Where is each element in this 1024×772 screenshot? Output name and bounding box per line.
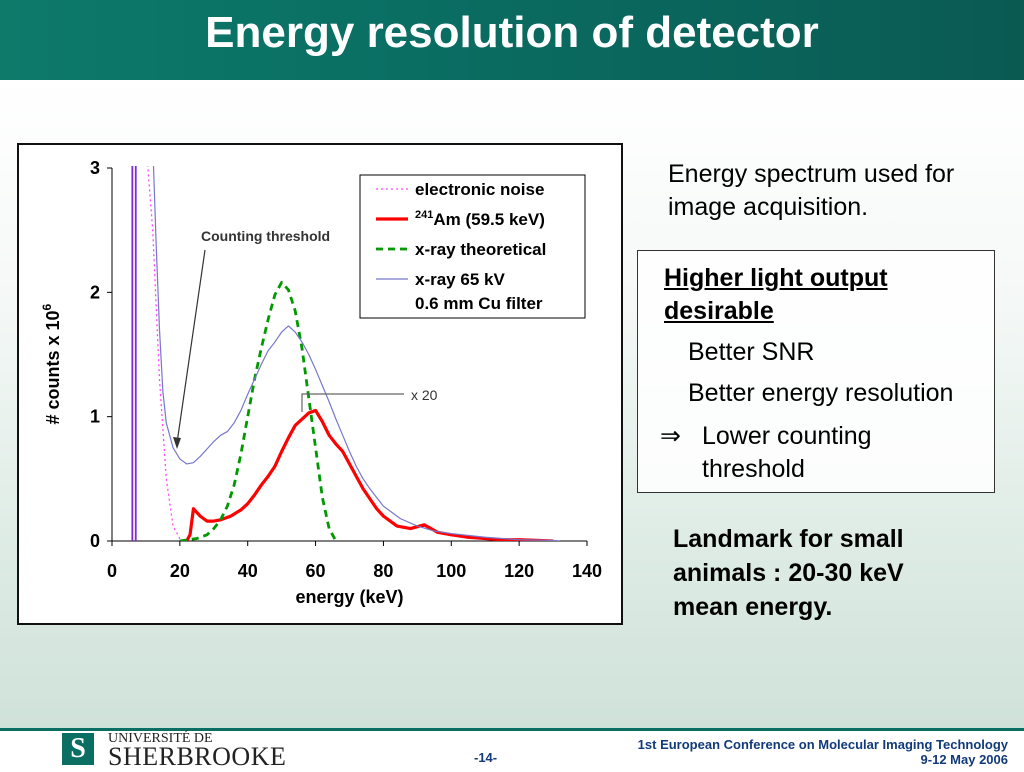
- slide-title: Energy resolution of detector: [205, 8, 819, 57]
- conference-date: 9-12 May 2006: [920, 752, 1008, 767]
- series-line-4: [131, 166, 137, 541]
- x-axis-label: energy (keV): [295, 587, 403, 607]
- chart-caption: Energy spectrum used for image acquisiti…: [668, 160, 955, 221]
- y-tick-label: 0: [90, 531, 100, 551]
- x-tick-label: 0: [107, 561, 117, 581]
- item-better-energy-resolution: Better energy resolution: [688, 379, 954, 407]
- x-tick-label: 140: [572, 561, 602, 581]
- page-number: -14-: [474, 750, 498, 765]
- implies-arrow-icon: ⇒: [660, 422, 681, 450]
- logo-text-bottom: SHERBROOKE: [108, 742, 287, 771]
- annotation-arrow-line: [176, 249, 206, 444]
- box-heading: Higher light output desirable: [664, 264, 888, 325]
- legend-label: electronic noise: [415, 180, 544, 199]
- chart-canvas: 0 20 40 60 80 100 120 140 0 1 2 3 energy (keV) # coun…: [40, 158, 602, 607]
- item-threshold: threshold: [702, 455, 805, 483]
- y-tick-label: 3: [90, 158, 100, 178]
- y-tick-label: 2: [90, 282, 100, 302]
- legend-label-line2: 0.6 mm Cu filter: [415, 294, 543, 313]
- landmark-note: Landmark for small animals : 20-30 keV m…: [673, 525, 904, 621]
- item-lower-counting: Lower counting: [702, 422, 872, 450]
- y-axis-label: # counts x 106: [40, 303, 63, 424]
- series-line-2: [179, 280, 338, 541]
- series-line-1: [185, 408, 554, 541]
- legend-label: 241Am (59.5 keV): [415, 209, 545, 229]
- x-tick-label: 20: [170, 561, 190, 581]
- x-tick-label: 100: [436, 561, 466, 581]
- item-better-snr: Better SNR: [688, 338, 815, 366]
- legend-label-text: Am (59.5 keV): [433, 210, 545, 229]
- spectrum-chart: 0 20 40 60 80 100 120 140 0 1 2 3 energy (keV) # coun…: [17, 143, 623, 625]
- series-line-3: [152, 166, 560, 541]
- conference-name: 1st European Conference on Molecular Ima…: [637, 737, 1008, 752]
- legend-label-isotope: 241: [415, 209, 433, 221]
- logo-letter: S: [70, 733, 86, 764]
- legend-label: x-ray 65 kV: [415, 270, 505, 289]
- annotation-x20-line: [301, 393, 404, 412]
- university-logo-icon: [62, 733, 94, 765]
- series-line-0: [147, 166, 187, 541]
- title-bar: Energy resolution of detector: [0, 0, 1024, 80]
- y-axis-label-exponent: 6: [40, 303, 54, 310]
- x-tick-label: 60: [306, 561, 326, 581]
- annotation-x20: x 20: [411, 387, 438, 403]
- annotation-arrowhead: [173, 437, 181, 449]
- x-tick-label: 120: [504, 561, 534, 581]
- legend-box: [359, 174, 586, 319]
- footer-bar: [0, 728, 1024, 771]
- y-tick-label: 1: [90, 407, 100, 427]
- logo-text-top: UNIVERSITÉ DE: [108, 731, 213, 746]
- annotation-counting-threshold: Counting threshold: [201, 228, 330, 244]
- conference-info: 1st European Conference on Molecular Ima…: [638, 737, 1008, 767]
- legend-label: x-ray theoretical: [415, 240, 546, 259]
- x-tick-label: 40: [238, 561, 258, 581]
- requirements-box: Higher light output desirable Better SNR…: [637, 250, 995, 493]
- x-tick-label: 80: [373, 561, 393, 581]
